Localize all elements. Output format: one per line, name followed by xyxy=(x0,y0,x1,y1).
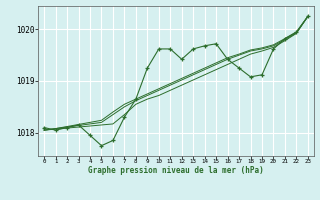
X-axis label: Graphe pression niveau de la mer (hPa): Graphe pression niveau de la mer (hPa) xyxy=(88,166,264,175)
